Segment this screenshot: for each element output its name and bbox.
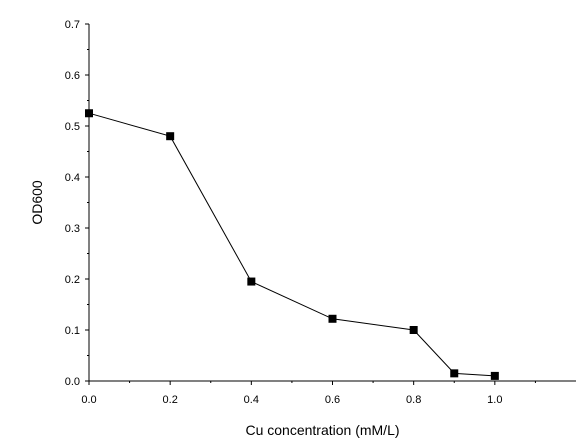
x-tick-label: 0.0: [81, 394, 96, 406]
data-point-marker: [490, 371, 499, 380]
y-tick-label: 0.4: [65, 172, 80, 184]
x-ticks: 0.0 0.2 0.4 0.6 0.8 1.0: [81, 381, 536, 406]
x-tick-label: 0.8: [406, 394, 421, 406]
y-ticks: 0.0 0.1 0.2 0.3 0.4 0.5 0.6 0.7: [65, 19, 89, 388]
data-point-marker: [450, 369, 459, 378]
data-point-marker: [328, 314, 337, 323]
y-tick-label: 0.3: [65, 223, 80, 235]
x-axis-title: Cu concentration (mM/L): [245, 422, 399, 438]
y-tick-label: 0.6: [65, 70, 80, 82]
data-point-marker: [409, 326, 418, 334]
y-tick-label: 0.0: [65, 376, 80, 388]
x-tick-label: 0.4: [244, 394, 259, 406]
x-tick-label: 0.2: [163, 394, 178, 406]
series-layer: [85, 109, 499, 380]
y-axis-title: OD600: [29, 180, 45, 225]
x-tick-label: 1.0: [487, 394, 502, 406]
x-tick-label: 0.6: [325, 394, 340, 406]
data-point-marker: [85, 109, 93, 118]
data-point-marker: [166, 132, 175, 141]
data-point-marker: [247, 277, 256, 286]
y-tick-label: 0.5: [65, 121, 80, 133]
y-tick-label: 0.2: [65, 274, 80, 286]
axes: [88, 24, 576, 382]
y-tick-label: 0.1: [65, 325, 80, 337]
series-line: [88, 112, 495, 377]
y-tick-label: 0.7: [65, 19, 80, 31]
